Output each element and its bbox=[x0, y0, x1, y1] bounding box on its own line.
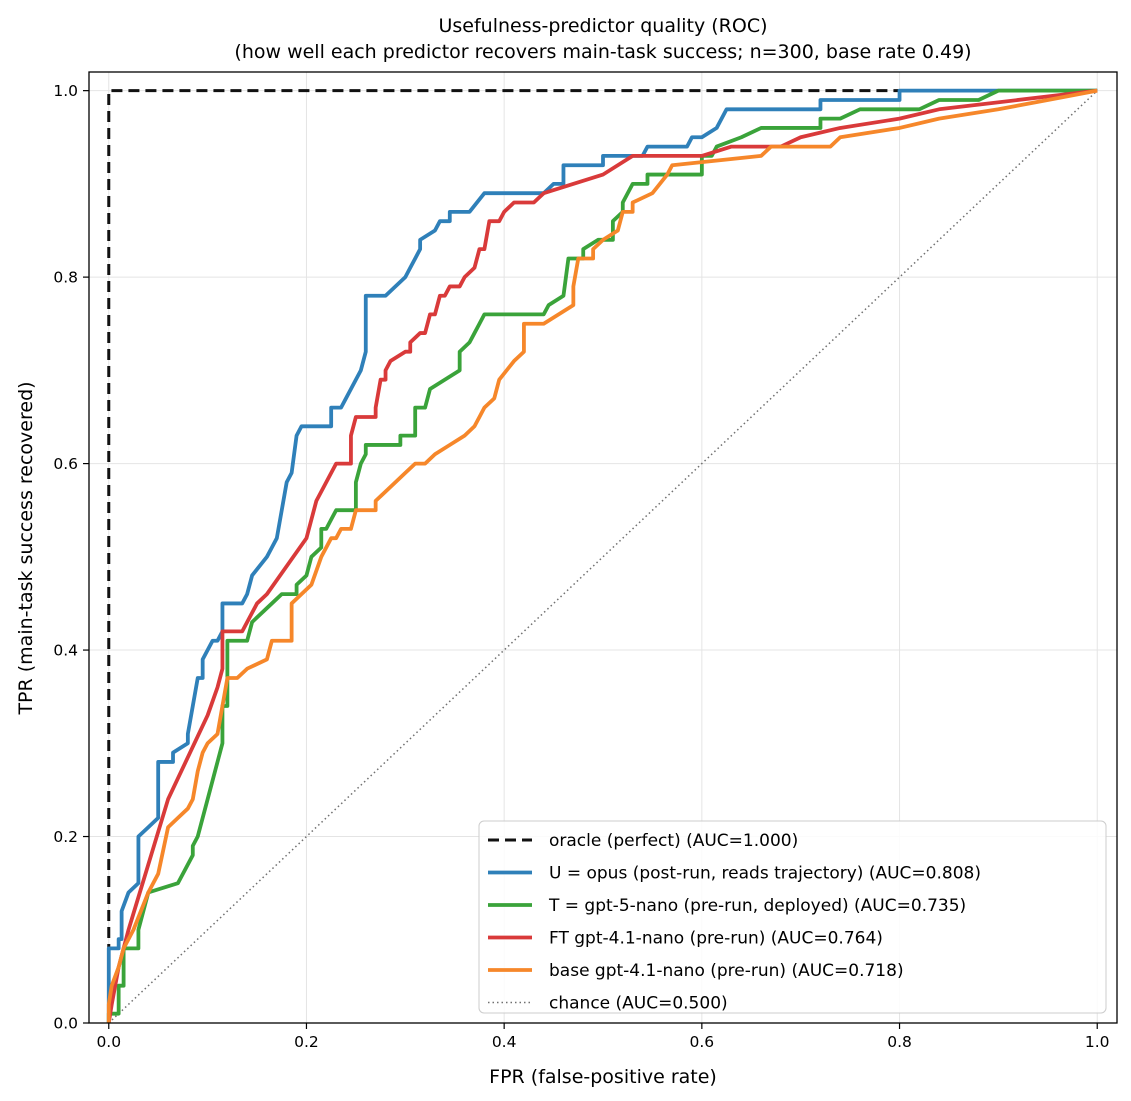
y-tick-label: 0.4 bbox=[53, 642, 78, 660]
series-line-u-opus-post-run-reads-trajectory-auc-0-8 bbox=[106, 88, 1098, 1023]
plot-frame bbox=[88, 71, 1118, 1024]
legend-entry-t-gpt-5-nano-pre-run-deployed-auc-0-735: T = gpt-5-nano (pre-run, deployed) (AUC=… bbox=[548, 896, 966, 916]
legend-entry-base-gpt-4-1-nano-pre-run-auc-0-718: base gpt-4.1-nano (pre-run) (AUC=0.718) bbox=[549, 961, 904, 981]
y-axis-label: TPR (main-task success recovered) bbox=[15, 381, 37, 715]
series-line-t-gpt-5-nano-pre-run-deployed-auc-0-735 bbox=[106, 88, 1098, 1023]
legend-entry-chance-auc-0-500: chance (AUC=0.500) bbox=[549, 994, 728, 1014]
y-tick-label: 0.8 bbox=[53, 269, 78, 287]
x-tick-label: 0.6 bbox=[690, 1033, 715, 1051]
y-tick-label: 0.0 bbox=[53, 1015, 78, 1033]
x-axis-ticks: 0.0 0.2 0.4 0.6 0.8 1.0 bbox=[96, 1023, 1110, 1051]
chance-series-layer bbox=[108, 90, 1098, 1024]
legend-entry-ft-gpt-4-1-nano-pre-run-auc-0-764: FT gpt-4.1-nano (pre-run) (AUC=0.764) bbox=[549, 929, 883, 949]
chart-subtitle: (how well each predictor recovers main-t… bbox=[234, 41, 971, 63]
x-tick-label: 0.8 bbox=[887, 1033, 912, 1051]
series-line-base-gpt-4-1-nano-pre-run-auc-0-718 bbox=[106, 88, 1098, 1023]
legend: oracle (perfect) (AUC=1.000) U = opus (po… bbox=[478, 820, 1107, 1014]
y-tick-label: 1.0 bbox=[53, 82, 78, 100]
legend-entry-oracle-perfect-auc-1-000: oracle (perfect) (AUC=1.000) bbox=[549, 831, 798, 851]
series-layer bbox=[106, 88, 1098, 1024]
y-axis-ticks: 0.0 0.2 0.4 0.6 0.8 1.0 bbox=[53, 82, 89, 1033]
y-tick-label: 0.2 bbox=[53, 828, 78, 846]
series-line-chance-auc-0-500 bbox=[108, 90, 1098, 1024]
series-line-oracle-perfect-auc-1-000 bbox=[107, 89, 1098, 1023]
x-tick-label: 0.4 bbox=[492, 1033, 517, 1051]
legend-box bbox=[478, 820, 1107, 1014]
chart-title: Usefulness-predictor quality (ROC) bbox=[438, 15, 767, 37]
x-tick-label: 0.0 bbox=[96, 1033, 121, 1051]
x-axis-label: FPR (false-positive rate) bbox=[489, 1066, 717, 1088]
grid bbox=[89, 72, 1117, 1024]
x-tick-label: 1.0 bbox=[1085, 1033, 1110, 1051]
x-tick-label: 0.2 bbox=[294, 1033, 319, 1051]
legend-entry-u-opus-post-run-reads-trajectory-auc-0-8: U = opus (post-run, reads trajectory) (A… bbox=[549, 864, 981, 884]
series-line-ft-gpt-4-1-nano-pre-run-auc-0-764 bbox=[106, 88, 1098, 1024]
y-tick-label: 0.6 bbox=[53, 455, 78, 473]
